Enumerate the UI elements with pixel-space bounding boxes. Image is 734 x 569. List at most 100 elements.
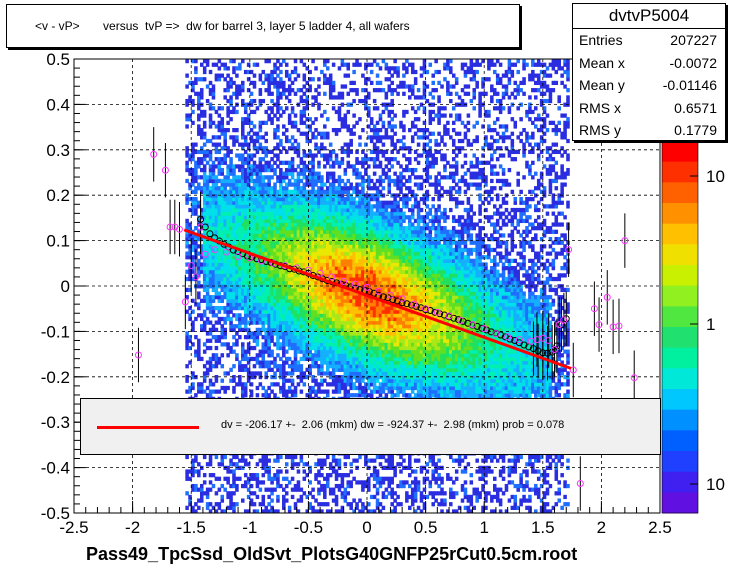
heat-cell (364, 305, 368, 311)
heat-cell (226, 240, 230, 245)
heat-cell (358, 374, 362, 380)
heat-cell (284, 182, 289, 187)
heat-cell (270, 498, 274, 503)
heat-cell (214, 251, 219, 256)
heat-cell (202, 298, 207, 303)
heat-cell (296, 262, 301, 267)
heat-cell (217, 207, 222, 213)
heat-cell (238, 186, 242, 191)
heat-cell (293, 59, 298, 64)
heat-cell (343, 331, 348, 336)
heat-cell (238, 305, 242, 311)
heat-cell (185, 262, 189, 267)
heat-cell (290, 255, 295, 260)
heat-cell (372, 106, 377, 111)
heat-cell (349, 280, 353, 285)
heat-cell (255, 338, 260, 343)
heat-cell (214, 335, 219, 340)
heat-cell (287, 189, 292, 194)
heat-cell (188, 197, 192, 202)
heat-cell (331, 498, 336, 503)
heat-cell (340, 62, 345, 67)
heat-cell (331, 207, 336, 213)
heat-cell (343, 247, 348, 253)
heat-cell (246, 178, 251, 184)
heat-cell (217, 229, 222, 234)
heat-cell (369, 473, 374, 478)
heat-cell (229, 109, 233, 115)
heat-cell (308, 502, 312, 507)
heat-cell (375, 487, 380, 492)
heat-cell (185, 200, 189, 205)
heat-cell (211, 189, 216, 194)
heat-cell (229, 59, 233, 64)
heat-cell (270, 349, 274, 354)
heat-cell (314, 291, 318, 296)
heat-cell (235, 128, 239, 133)
heat-cell (361, 509, 365, 513)
heat-cell (255, 360, 260, 365)
heat-cell (270, 197, 274, 202)
heat-cell (235, 338, 239, 343)
heat-cell (358, 226, 362, 231)
heat-cell (238, 178, 242, 184)
heat-cell (246, 247, 251, 253)
heat-cell (249, 207, 254, 213)
heat-cell (355, 291, 359, 296)
heat-cell (290, 233, 295, 238)
heat-cell (355, 186, 359, 191)
heat-cell (273, 291, 277, 296)
heat-cell (197, 356, 201, 362)
heat-cell (258, 88, 263, 93)
heat-cell (197, 77, 201, 82)
heat-cell (185, 236, 189, 242)
heat-cell (325, 200, 330, 205)
heat-cell (214, 244, 219, 249)
heat-cell (352, 320, 356, 325)
heat-cell (261, 233, 266, 238)
heat-cell (282, 276, 286, 282)
heat-cell (188, 498, 192, 503)
heat-cell (243, 207, 248, 213)
heat-cell (282, 295, 286, 300)
heat-cell (249, 255, 254, 260)
heat-cell (199, 157, 204, 162)
heat-cell (367, 356, 371, 362)
heat-cell (243, 305, 248, 311)
heat-cell (305, 182, 309, 187)
heat-cell (273, 197, 277, 202)
heat-cell (317, 226, 321, 231)
heat-cell (273, 360, 277, 365)
heat-cell (358, 360, 362, 365)
heat-cell (214, 389, 219, 394)
heat-cell (305, 138, 309, 144)
heat-cell (252, 295, 257, 300)
heat-cell (367, 349, 371, 354)
heat-cell (214, 378, 219, 383)
heat-cell (314, 313, 318, 318)
heat-cell (217, 73, 222, 78)
heat-cell (255, 385, 260, 391)
heat-cell (367, 255, 371, 260)
heat-cell (249, 135, 254, 140)
heat-cell (258, 73, 263, 78)
heat-cell (238, 327, 242, 332)
heat-cell (214, 182, 219, 187)
heat-cell (279, 255, 283, 260)
heat-cell (217, 262, 222, 267)
heat-cell (320, 142, 324, 147)
heat-cell (258, 360, 263, 365)
heat-cell (293, 251, 298, 256)
heat-cell (246, 291, 251, 296)
heat-cell (337, 331, 342, 336)
heat-cell (220, 157, 225, 162)
heat-cell (185, 117, 189, 122)
heat-cell (299, 113, 304, 118)
heat-cell (372, 258, 377, 263)
heat-cell (217, 251, 222, 256)
heat-cell (282, 382, 286, 387)
heat-cell (284, 291, 289, 296)
heat-cell (364, 244, 368, 249)
heat-cell (229, 77, 233, 82)
heat-cell (293, 138, 298, 144)
